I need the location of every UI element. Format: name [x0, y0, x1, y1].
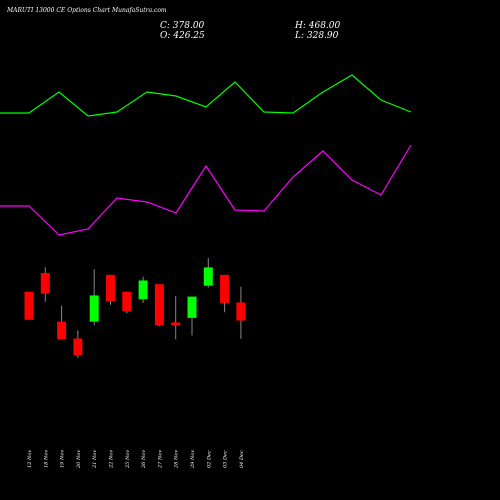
- candle-18-nov: [40, 267, 50, 302]
- x-tick-label: 21 Nov: [92, 450, 98, 469]
- x-tick-label: 20 Nov: [76, 450, 82, 469]
- candlesticks: [24, 258, 246, 358]
- candle-body: [106, 274, 115, 302]
- candle-body: [171, 322, 181, 326]
- ohlc-close: C: 378.00: [160, 21, 205, 31]
- ohlc-low: L: 328.90: [294, 31, 339, 41]
- candle-21-nov: [89, 269, 99, 326]
- candle-03-dec: [220, 274, 230, 313]
- x-tick-label: 18 Nov: [43, 450, 49, 468]
- candle-body: [154, 284, 164, 326]
- candle-body: [40, 272, 50, 294]
- x-tick-label: 19 Nov: [60, 450, 66, 468]
- x-tick-label: 22 Nov: [109, 450, 115, 469]
- indicator-lines: [0, 74, 412, 236]
- candle-28-nov: [171, 296, 181, 340]
- x-tick-label: 04 Dec: [239, 450, 245, 468]
- candle-body: [203, 267, 213, 286]
- x-tick-label: 28 Nov: [174, 450, 180, 469]
- candle-04-dec: [236, 286, 246, 339]
- ohlc-open: O: 426.25: [160, 31, 205, 41]
- candle-29-nov: [187, 296, 197, 336]
- ohlc-high: H: 468.00: [294, 21, 341, 31]
- candle-19-nov: [57, 305, 67, 340]
- x-tick-label: 12 Nov: [27, 450, 33, 468]
- candle-body: [73, 338, 83, 356]
- candle-body: [89, 295, 99, 322]
- candle-body: [57, 321, 67, 340]
- candle-12-nov: [24, 291, 34, 320]
- candle-body: [236, 302, 246, 321]
- candle-02-dec: [203, 258, 213, 288]
- candle-body: [220, 274, 230, 303]
- candle-27-nov: [154, 284, 164, 327]
- x-tick-label: 02 Dec: [206, 450, 212, 468]
- candle-body: [187, 296, 197, 318]
- candle-body: [138, 280, 148, 300]
- x-tick-label: 25 Nov: [125, 450, 131, 469]
- candle-25-nov: [122, 291, 132, 314]
- candle-26-nov: [138, 276, 148, 303]
- x-tick-label: 27 Nov: [157, 450, 163, 469]
- x-axis-ticks: 12 Nov 18 Nov 19 Nov 20 Nov 21 Nov 22 Nov 25 N…: [27, 450, 245, 469]
- indicator-line-1: [0, 74, 412, 117]
- candle-body: [122, 291, 132, 312]
- candle-22-nov: [106, 274, 115, 305]
- candle-body: [24, 291, 34, 320]
- indicator-line-2: [0, 144, 412, 236]
- candle-20-nov: [73, 330, 83, 358]
- chart-title: MARUTI 13000 CE Options Chart MunafaSutr…: [6, 7, 167, 14]
- x-tick-label: 03 Dec: [223, 450, 229, 468]
- x-tick-label: 29 Nov: [190, 450, 196, 469]
- x-tick-label: 26 Nov: [141, 450, 147, 469]
